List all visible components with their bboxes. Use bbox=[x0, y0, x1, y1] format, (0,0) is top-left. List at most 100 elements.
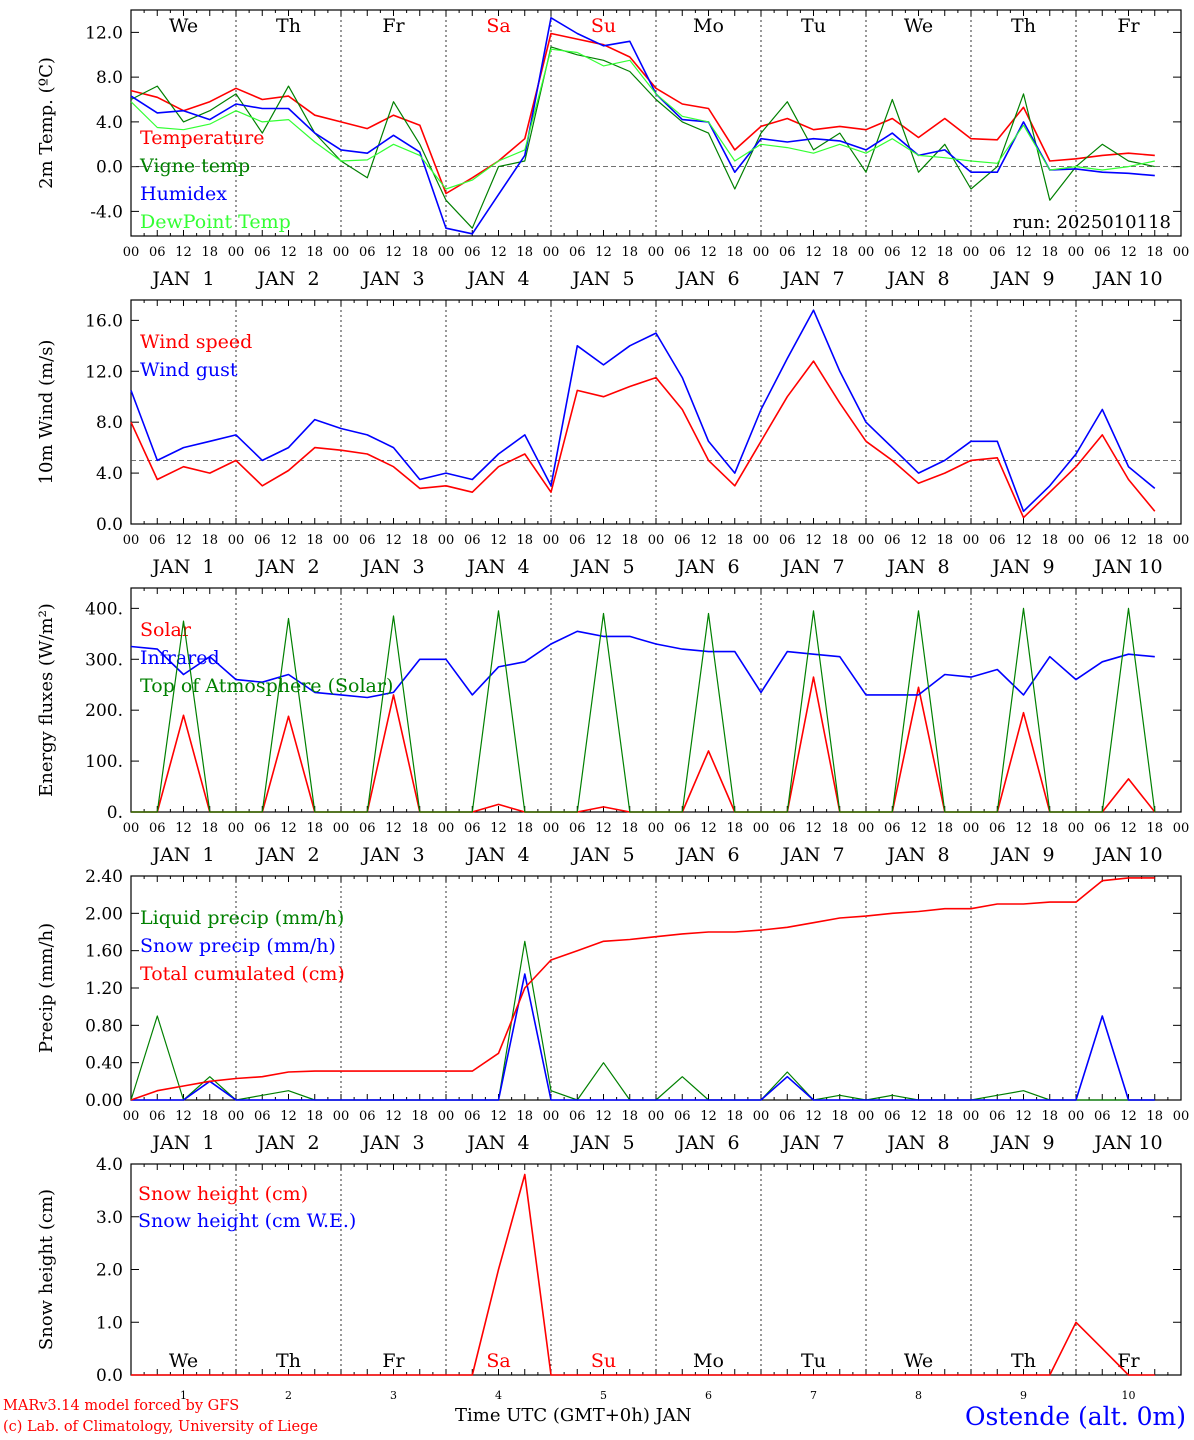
y-tick-label: 0.40 bbox=[85, 1054, 123, 1074]
hour-label: 18 bbox=[516, 821, 533, 836]
hour-label: 12 bbox=[385, 821, 402, 836]
date-label: JAN 10 bbox=[1092, 1132, 1162, 1154]
hour-label: 18 bbox=[936, 821, 953, 836]
hour-label: 12 bbox=[490, 821, 507, 836]
legend-entry: Wind gust bbox=[140, 359, 238, 381]
day-name: Sa bbox=[486, 1350, 510, 1372]
hour-label: 18 bbox=[516, 1109, 533, 1124]
day-number: 8 bbox=[915, 1389, 922, 1402]
hour-label: 12 bbox=[1120, 1109, 1137, 1124]
date-label: JAN 7 bbox=[780, 1132, 844, 1154]
hour-label: 00 bbox=[1068, 245, 1085, 260]
legend-entry: DewPoint Temp bbox=[140, 211, 291, 233]
hour-label: 18 bbox=[306, 1109, 323, 1124]
y-tick-label: 16.0 bbox=[85, 311, 123, 331]
hour-label: 18 bbox=[1041, 1109, 1058, 1124]
hour-label: 00 bbox=[438, 245, 455, 260]
hour-label: 06 bbox=[254, 245, 271, 260]
hour-label: 12 bbox=[280, 1109, 297, 1124]
date-label: JAN 2 bbox=[255, 1132, 319, 1154]
hour-label: 06 bbox=[569, 821, 586, 836]
hour-label: 12 bbox=[385, 245, 402, 260]
hour-label: 12 bbox=[1120, 245, 1137, 260]
date-label: JAN 6 bbox=[675, 268, 739, 290]
hour-label: 18 bbox=[201, 245, 218, 260]
series-line-3-3 bbox=[131, 607, 1156, 813]
day-name: Th bbox=[276, 1350, 301, 1372]
date-label: JAN 6 bbox=[675, 556, 739, 578]
hour-label: 00 bbox=[333, 245, 350, 260]
hour-label: 06 bbox=[359, 533, 376, 548]
hour-label: 18 bbox=[726, 245, 743, 260]
hour-label: 06 bbox=[149, 821, 166, 836]
hour-label: 00 bbox=[123, 821, 140, 836]
series-line-5-1 bbox=[131, 1173, 1155, 1376]
day-name: Th bbox=[1011, 15, 1036, 37]
hour-label: 12 bbox=[175, 821, 192, 836]
hour-label: 00 bbox=[648, 245, 665, 260]
hour-label: 12 bbox=[910, 533, 927, 548]
hour-label: 00 bbox=[1173, 1109, 1190, 1124]
hour-label: 00 bbox=[1068, 533, 1085, 548]
hour-label: 12 bbox=[595, 245, 612, 260]
hour-label: 06 bbox=[464, 821, 481, 836]
day-name: We bbox=[169, 1350, 198, 1372]
hour-label: 12 bbox=[910, 821, 927, 836]
hour-label: 00 bbox=[543, 1109, 560, 1124]
hour-label: 18 bbox=[936, 533, 953, 548]
y-tick-label: 0.0 bbox=[96, 158, 123, 178]
y-tick-label: 400. bbox=[85, 599, 123, 619]
date-label: JAN 7 bbox=[780, 844, 844, 866]
day-number: 3 bbox=[390, 1389, 397, 1402]
date-label: JAN 5 bbox=[570, 844, 634, 866]
y-tick-label: 1.0 bbox=[96, 1313, 123, 1333]
hour-label: 18 bbox=[411, 1109, 428, 1124]
y-tick-label: 12.0 bbox=[85, 362, 123, 382]
y-tick-label: -4.0 bbox=[90, 202, 123, 222]
hour-label: 00 bbox=[963, 821, 980, 836]
day-name: Fr bbox=[382, 1350, 405, 1372]
day-name: Su bbox=[591, 1350, 616, 1372]
legend-entry: Temperature bbox=[140, 127, 264, 149]
hour-label: 12 bbox=[490, 1109, 507, 1124]
hour-label: 00 bbox=[1173, 533, 1190, 548]
hour-label: 06 bbox=[359, 821, 376, 836]
legend-entry: Vigne temp bbox=[139, 155, 250, 177]
credit-note: (c) Lab. of Climatology, University of L… bbox=[3, 1419, 318, 1435]
day-name: We bbox=[904, 1350, 933, 1372]
y-axis-title: Energy fluxes (W/m²) bbox=[36, 603, 57, 797]
hour-label: 00 bbox=[753, 1109, 770, 1124]
legend-entry: Top of Atmosphere (Solar) bbox=[140, 675, 393, 697]
hour-label: 18 bbox=[1146, 533, 1163, 548]
y-tick-label: 8.0 bbox=[96, 413, 123, 433]
date-label: JAN 1 bbox=[150, 844, 214, 866]
hour-label: 06 bbox=[149, 1109, 166, 1124]
y-tick-label: 4.0 bbox=[96, 464, 123, 484]
hour-label: 00 bbox=[333, 1109, 350, 1124]
legend-entry: Liquid precip (mm/h) bbox=[140, 907, 344, 929]
hour-label: 18 bbox=[621, 821, 638, 836]
y-axis-title: Snow height (cm) bbox=[36, 1189, 57, 1350]
hour-label: 12 bbox=[805, 821, 822, 836]
hour-label: 06 bbox=[989, 533, 1006, 548]
run-note: run: 2025010118 bbox=[1013, 212, 1171, 233]
hour-label: 12 bbox=[1015, 1109, 1032, 1124]
day-name: We bbox=[904, 15, 933, 37]
y-tick-label: 3.0 bbox=[96, 1208, 123, 1228]
hour-label: 18 bbox=[1146, 1109, 1163, 1124]
date-label: JAN 4 bbox=[465, 556, 529, 578]
hour-label: 18 bbox=[201, 821, 218, 836]
hour-label: 12 bbox=[280, 821, 297, 836]
hour-label: 00 bbox=[543, 821, 560, 836]
y-tick-label: 8.0 bbox=[96, 68, 123, 88]
series-line-4-3 bbox=[130, 877, 1155, 1101]
hour-label: 00 bbox=[123, 533, 140, 548]
series-line-1-2 bbox=[130, 46, 1155, 229]
hour-label: 18 bbox=[726, 821, 743, 836]
day-number: 4 bbox=[495, 1389, 502, 1402]
y-tick-label: 1.20 bbox=[85, 979, 123, 999]
hour-label: 12 bbox=[910, 245, 927, 260]
hour-label: 12 bbox=[175, 533, 192, 548]
hour-label: 00 bbox=[438, 821, 455, 836]
legend-entry: Total cumulated (cm) bbox=[140, 963, 345, 985]
